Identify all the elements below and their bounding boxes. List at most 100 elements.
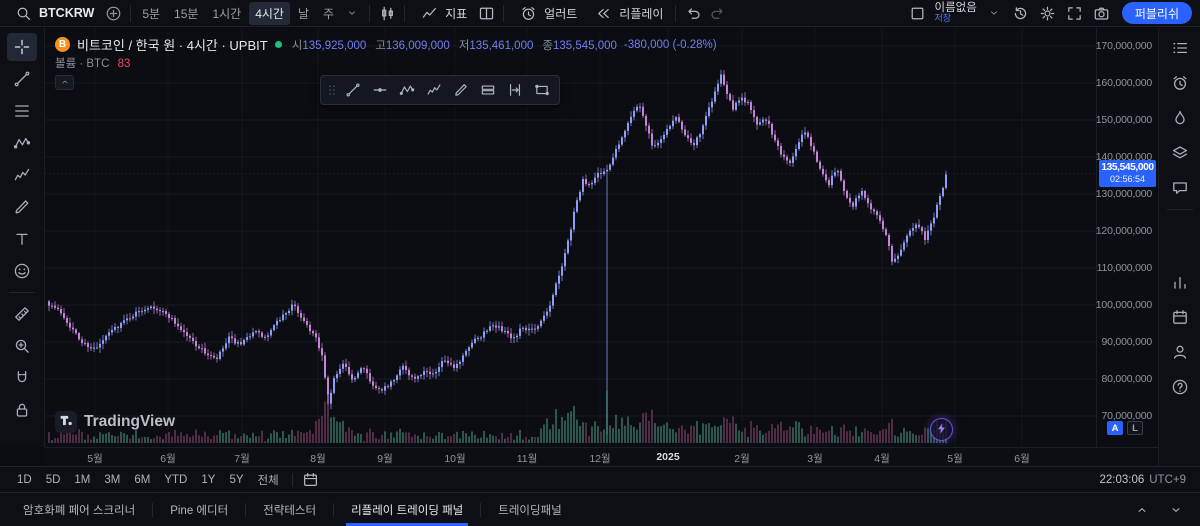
symbol-title[interactable]: 비트코인 / 한국 원 · 4시간 · UPBIT xyxy=(77,38,268,53)
replay-label: 리플레이 xyxy=(619,6,664,21)
magnet-icon[interactable] xyxy=(7,364,37,392)
elliott-wave-icon[interactable] xyxy=(7,161,37,189)
panel-collapse-icon[interactable] xyxy=(1164,499,1188,521)
symbol-search-button[interactable]: BTCKRW xyxy=(4,2,101,24)
range-button-all[interactable]: 전체 xyxy=(257,474,279,487)
time-tick-label: 2월 xyxy=(734,453,750,465)
alerts-icon[interactable] xyxy=(1165,69,1195,97)
price-tick-label: 90,000,000 xyxy=(1101,336,1152,348)
clock[interactable]: 22:03:06 UTC+9 xyxy=(1099,474,1186,486)
left-toolbar xyxy=(0,28,45,447)
object-tree-icon[interactable] xyxy=(1165,139,1195,167)
xabcd-pattern-icon[interactable] xyxy=(7,129,37,157)
price-axis[interactable]: 135,545,000 02:56:54 A L 170,000,000 160,… xyxy=(1096,28,1158,447)
elliott-wave-icon[interactable] xyxy=(421,78,447,102)
publish-button[interactable]: 퍼블리쉬 xyxy=(1121,2,1192,24)
chat-icon[interactable] xyxy=(1165,174,1195,202)
go-to-date-icon[interactable] xyxy=(299,469,323,491)
people-icon[interactable] xyxy=(1165,338,1195,366)
range-button-1m[interactable]: 1M xyxy=(74,473,91,486)
time-tick-label: 2025 xyxy=(656,451,680,463)
tab-crypto-pair-screener[interactable]: 암호화폐 페어 스크리너 xyxy=(23,504,136,517)
drag-handle[interactable] xyxy=(325,78,339,102)
save-layout-button[interactable]: 이름없음 저장 xyxy=(933,2,979,25)
trend-line-icon[interactable] xyxy=(340,78,366,102)
tab-divider xyxy=(480,502,482,517)
fullscreen-icon[interactable] xyxy=(1063,2,1087,24)
date-range-icon[interactable] xyxy=(502,78,528,102)
layout-templates-icon[interactable] xyxy=(474,2,498,24)
auto-scale-toggle[interactable]: A xyxy=(1107,421,1123,435)
price-tick-label: 70,000,000 xyxy=(1101,410,1152,422)
horizontal-line-icon[interactable] xyxy=(367,78,393,102)
calendar-icon[interactable] xyxy=(1165,303,1195,331)
collapse-legend-button[interactable] xyxy=(55,75,74,90)
range-group: 1D 5D 1M 3M 6M YTD 1Y 5Y 전체 xyxy=(10,470,286,490)
time-tick-label: 6월 xyxy=(1014,453,1030,465)
alert-button[interactable]: 얼러트 xyxy=(509,2,584,24)
compare-add-icon[interactable] xyxy=(101,2,125,24)
ohlc-low: 저135,461,000 xyxy=(458,39,534,52)
measure-ruler-icon[interactable] xyxy=(7,300,37,328)
lock-drawings-icon[interactable] xyxy=(7,396,37,424)
tab-pine-editor[interactable]: Pine 에디터 xyxy=(170,504,229,517)
chart-type-icon[interactable] xyxy=(375,2,399,24)
interval-button-2[interactable]: 1시간 xyxy=(212,6,242,21)
brush-icon[interactable] xyxy=(7,193,37,221)
log-scale-toggle[interactable]: L xyxy=(1127,421,1143,435)
panel-expand-icon[interactable] xyxy=(1130,499,1154,521)
text-tool-icon[interactable] xyxy=(7,225,37,253)
fib-retracement-icon[interactable] xyxy=(7,97,37,125)
tradingview-logo-icon xyxy=(55,411,77,433)
hotlists-icon[interactable] xyxy=(1165,104,1195,132)
xabcd-pattern-icon[interactable] xyxy=(394,78,420,102)
layout-select-icon[interactable] xyxy=(906,2,930,24)
tab-replay-trading-panel[interactable]: 리플레이 트레이딩 패널 xyxy=(338,493,476,526)
undo-icon[interactable] xyxy=(681,2,705,24)
zoom-in-icon[interactable] xyxy=(7,332,37,360)
replay-button[interactable]: 리플레이 xyxy=(584,2,670,24)
time-axis[interactable]: 5월 6월 7월 8월 9월 10월 11월 12월 2025 2월 3월 4월 5월 6월 xyxy=(45,447,1158,466)
interval-button-5[interactable]: 주 xyxy=(323,6,335,21)
clock-timezone: UTC+9 xyxy=(1149,473,1186,486)
rectangle-icon[interactable] xyxy=(529,78,555,102)
crosshair-icon[interactable] xyxy=(7,33,37,61)
range-button-5d[interactable]: 5D xyxy=(45,473,61,486)
ideas-icon[interactable] xyxy=(1165,268,1195,296)
interval-button-3[interactable]: 4시간 xyxy=(249,1,290,25)
chart-canvas[interactable] xyxy=(45,28,1096,447)
load-layout-icon[interactable] xyxy=(1009,2,1033,24)
layout-name: 이름없음 xyxy=(934,1,977,14)
interval-button-4[interactable]: 날 xyxy=(297,6,310,21)
time-tick-label: 5월 xyxy=(947,453,963,465)
screenshot-icon[interactable] xyxy=(1090,2,1114,24)
indicators-icon xyxy=(417,2,441,24)
help-icon[interactable] xyxy=(1165,373,1195,401)
range-button-6m[interactable]: 6M xyxy=(134,473,151,486)
redo-icon[interactable] xyxy=(705,2,729,24)
time-tick-label: 10월 xyxy=(444,453,466,465)
range-button-3m[interactable]: 3M xyxy=(104,473,121,486)
price-tick-label: 120,000,000 xyxy=(1095,225,1152,237)
floating-drawing-toolbar xyxy=(320,75,560,105)
range-button-1y[interactable]: 1Y xyxy=(201,473,216,486)
tab-strategy-tester[interactable]: 전략테스터 xyxy=(263,504,317,517)
brush-icon[interactable] xyxy=(448,78,474,102)
range-button-ytd[interactable]: YTD xyxy=(164,473,188,486)
trend-line-icon[interactable] xyxy=(7,65,37,93)
emoji-icon[interactable] xyxy=(7,257,37,285)
lightning-button[interactable] xyxy=(930,418,953,441)
interval-button-1[interactable]: 15분 xyxy=(174,6,199,21)
indicators-button[interactable]: 지표 xyxy=(410,2,474,24)
watchlist-icon[interactable] xyxy=(1165,34,1195,62)
long-position-icon[interactable] xyxy=(475,78,501,102)
tab-trading-panel[interactable]: 트레이딩패널 xyxy=(498,504,562,517)
save-chevron-icon[interactable] xyxy=(982,2,1006,24)
range-button-5y[interactable]: 5Y xyxy=(229,473,244,486)
range-button-1d[interactable]: 1D xyxy=(17,473,32,486)
settings-icon[interactable] xyxy=(1036,2,1060,24)
ohlc-open: 시135,925,000 xyxy=(291,39,367,52)
interval-button-0[interactable]: 5분 xyxy=(142,6,161,21)
price-change: -380,000 (-0.28%) xyxy=(623,38,717,51)
interval-chevron-icon[interactable] xyxy=(340,2,364,24)
